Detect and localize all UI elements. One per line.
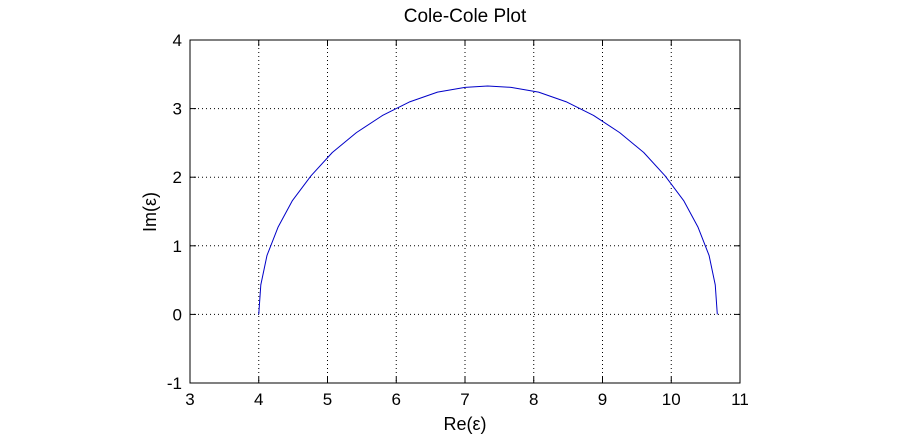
series-line bbox=[258, 85, 718, 315]
y-tick-label: -1 bbox=[167, 374, 182, 393]
grid bbox=[190, 40, 740, 383]
x-tick-label: 7 bbox=[460, 390, 469, 409]
y-tick-label: 1 bbox=[173, 237, 182, 256]
y-tick-label: 2 bbox=[173, 168, 182, 187]
y-tick-label: 0 bbox=[173, 305, 182, 324]
x-tick-label: 8 bbox=[529, 390, 538, 409]
axis-ticks: 3 4 5 6 7 8 9 10 11 -1 0 1 2 3 4 bbox=[167, 31, 749, 409]
x-tick-label: 3 bbox=[185, 390, 194, 409]
y-tick-label: 3 bbox=[173, 100, 182, 119]
y-tick-label: 4 bbox=[173, 31, 182, 50]
chart-title: Cole-Cole Plot bbox=[404, 6, 527, 27]
x-axis-label: Re(ε) bbox=[443, 414, 486, 434]
x-tick-label: 9 bbox=[598, 390, 607, 409]
x-tick-label: 6 bbox=[392, 390, 401, 409]
x-tick-label: 10 bbox=[662, 390, 681, 409]
series-layer bbox=[258, 85, 718, 315]
x-tick-label: 11 bbox=[731, 390, 749, 409]
y-axis-label: Im(ε) bbox=[140, 192, 160, 232]
x-tick-label: 5 bbox=[323, 390, 332, 409]
plot-area-frame bbox=[189, 39, 741, 384]
x-tick-label: 4 bbox=[254, 390, 263, 409]
